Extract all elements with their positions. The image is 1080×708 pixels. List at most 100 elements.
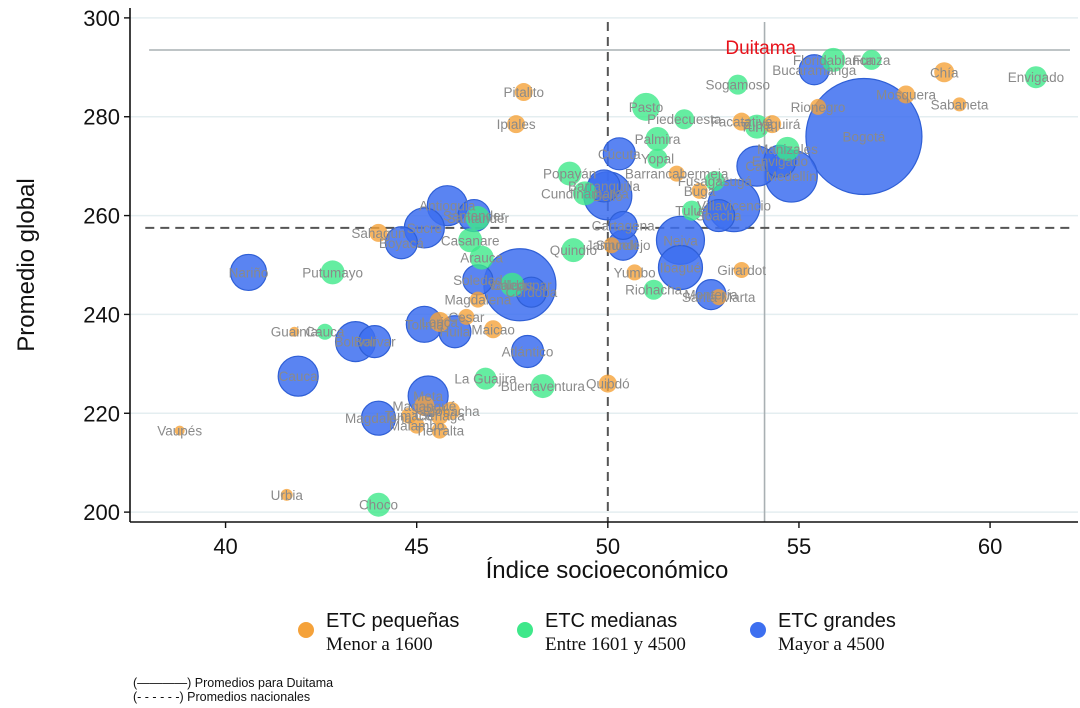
point-label-52: Mosquera [876,87,937,102]
legend-name: ETC grandes [778,610,896,632]
data-point-10 [431,422,448,439]
point-label-60: Soacha [696,209,742,224]
point-label-43: Sogamoso [706,78,771,93]
point-label-22: Casanare [441,233,500,248]
data-point-0 [174,425,185,436]
point-label-31: Riohacha [625,283,683,298]
footnotes: (————) Promedios para Duitama (- - - - -… [133,676,333,704]
data-point-6 [369,223,388,242]
data-point-21 [408,417,425,434]
point-label-33: Girardot [717,263,766,278]
point-label-37: Yopal [641,152,674,167]
x-tick-label-1: 45 [404,534,428,559]
legend-name: ETC medianas [545,610,678,632]
data-point-12 [507,115,526,134]
point-label-38: Palmira [635,132,681,147]
data-point-38 [645,126,670,151]
data-point-19 [474,367,497,390]
point-label-80: Tolima [405,317,445,332]
point-label-19: La Guajira [454,372,517,387]
data-point-61 [657,244,704,291]
y-axis-title: Promedio global [13,178,40,351]
point-label-57: Cali [745,159,768,174]
point-label-64: Sincelejo [596,238,651,253]
point-label-34: Tuluá [675,204,709,219]
point-label-73: Sucre [407,221,442,236]
grid-lines [130,17,1078,513]
point-label-20: Quibdó [586,377,630,392]
data-point-29 [626,264,643,281]
data-point-11 [514,83,533,102]
data-point-41 [674,109,695,130]
point-label-53: Sabaneta [931,97,989,112]
point-label-68: Barranquilla [568,179,641,194]
x-tick-label-2: 50 [596,534,620,559]
data-point-51 [934,62,955,83]
point-label-63: Montería [684,288,738,303]
point-label-7: Lorica [421,315,458,330]
point-label-51: Chía [930,65,959,80]
point-label-48: Bucaramanga [772,63,857,78]
point-label-50: Funza [853,53,891,68]
data-point-49 [821,47,846,72]
data-point-20 [598,374,617,393]
point-label-55: Bogotá [843,130,886,145]
point-label-9: Tumaco [385,409,433,424]
point-label-83: Meta [413,389,444,404]
data-point-34 [681,200,702,221]
point-label-13: Maicao [471,322,515,337]
x-tick-label-3: 55 [787,534,811,559]
data-point-1 [280,488,293,501]
legend-swatch-medium [517,622,533,638]
data-point-22 [458,228,483,253]
note-national: (- - - - - -) Promedios nacionales [133,690,311,704]
point-label-5: Choco [359,498,398,513]
point-label-17: Riohacha [423,404,481,419]
point-label-82: Atlántico [502,344,554,359]
data-point-2 [289,326,300,337]
point-label-84: Magdalena [345,411,412,426]
point-label-15: Cesar [448,310,485,325]
point-label-76: Nariño [229,265,269,280]
data-point-82 [510,334,545,369]
data-point-54 [1024,66,1047,89]
data-point-45 [744,114,769,139]
legend-desc: Mayor a 4500 [778,634,885,655]
point-label-29: Yumbo [614,265,656,280]
data-point-46 [810,98,827,115]
x-tick-labels: 40 45 50 55 60 [213,534,1002,559]
legend-name: ETC pequeñas [326,610,460,632]
data-point-15 [458,308,475,325]
point-label-74: Santander [443,209,506,224]
y-tick-label-2: 240 [83,302,120,327]
point-label-14: Magdalena [444,293,511,308]
point-label-70: Soledad [453,273,503,288]
legend-desc: Entre 1601 y 4500 [545,634,686,655]
data-point-23 [465,206,490,231]
point-labels: VaupésUrbiaGuainíaCaucaPutumayoChocoSaha… [157,53,1064,513]
legend-swatch-small [298,622,314,638]
point-label-42: Facatativá [710,115,773,130]
point-label-61: Ibagué [660,260,701,275]
data-point-75 [384,226,419,260]
data-point-50 [861,49,882,70]
y-tick-label-4: 280 [83,105,120,130]
data-point-77 [277,355,319,397]
point-label-18: Buenaventura [501,379,586,394]
data-point-43 [727,74,748,95]
point-label-66: Bello [593,189,623,204]
point-label-36: Barrancabermeja [625,167,729,182]
point-label-3: Cauca [305,325,345,340]
point-label-10: Tierralta [415,424,465,439]
point-label-62: Neiva [663,233,698,248]
point-label-8: Magangué [392,399,456,414]
y-tick-labels: 200 220 240 260 280 300 [83,6,120,525]
point-label-45: Tunja [740,120,774,135]
data-point-44 [763,115,782,134]
point-label-25: Quindío [550,243,597,258]
point-label-40: Pasto [629,100,664,115]
data-point-28 [500,272,525,297]
y-tick-label-3: 260 [83,204,120,229]
point-label-21: Malambo [389,419,445,434]
note-duitama: (————) Promedios para Duitama [133,676,334,690]
